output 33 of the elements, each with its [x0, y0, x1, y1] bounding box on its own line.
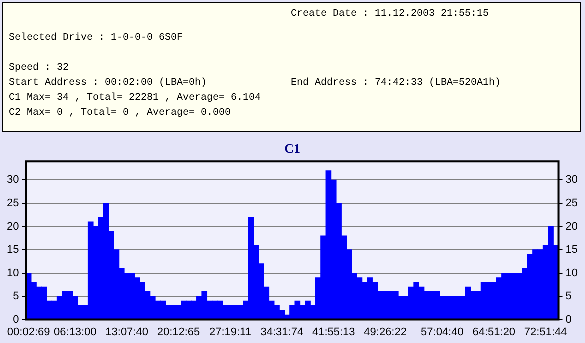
y-tick-label: 5	[13, 290, 20, 303]
y-tick-label: 25	[6, 198, 20, 210]
text: Start Address : 00:02:00 (LBA=0h)	[9, 78, 208, 89]
x-tick-label: 49:26:22	[364, 326, 407, 338]
x-tick-label: 13:07:40	[106, 326, 148, 338]
y-tick-label: 30	[6, 174, 20, 186]
y2-tick-label: 20	[566, 220, 578, 233]
x-tick-label: 41:55:13	[312, 326, 356, 338]
x-tick-label: 27:19:11	[209, 326, 252, 338]
y2-tick-label: 15	[566, 244, 578, 256]
y2-tick-label: 10	[566, 267, 578, 280]
y-tick-label: 10	[6, 267, 20, 280]
chart-title: C1	[284, 141, 300, 156]
y-tick-label: 20	[6, 220, 20, 233]
text: C2 Max= 0 , Total= 0 , Average= 0.000	[9, 108, 232, 119]
y-tick-label: 15	[6, 244, 20, 256]
text: C1 Max= 34 , Total= 22281 , Average= 6.104	[9, 93, 262, 104]
text: Speed : 32	[9, 63, 70, 74]
text: Create Date : 11.12.2003 21:55:15	[291, 9, 490, 20]
x-tick-label: 72:51:44	[524, 326, 568, 338]
x-tick-label: 20:12:65	[157, 326, 200, 338]
y2-tick-label: 30	[566, 174, 578, 186]
x-tick-label: 57:04:40	[421, 326, 464, 338]
x-tick-label: 00:02:69	[7, 326, 50, 338]
y2-tick-label: 0	[566, 314, 572, 326]
x-tick-label: 34:31:74	[260, 326, 304, 338]
y-tick-label: 0	[13, 314, 20, 326]
y2-tick-label: 25	[566, 198, 578, 210]
text: End Address : 74:42:33 (LBA=520A1h)	[291, 78, 502, 89]
text: Selected Drive : 1-0-0-0 6S0F	[9, 33, 184, 44]
y2-tick-label: 5	[566, 290, 572, 303]
x-tick-label: 06:13:00	[54, 326, 97, 338]
x-tick-label: 64:51:20	[472, 326, 516, 338]
